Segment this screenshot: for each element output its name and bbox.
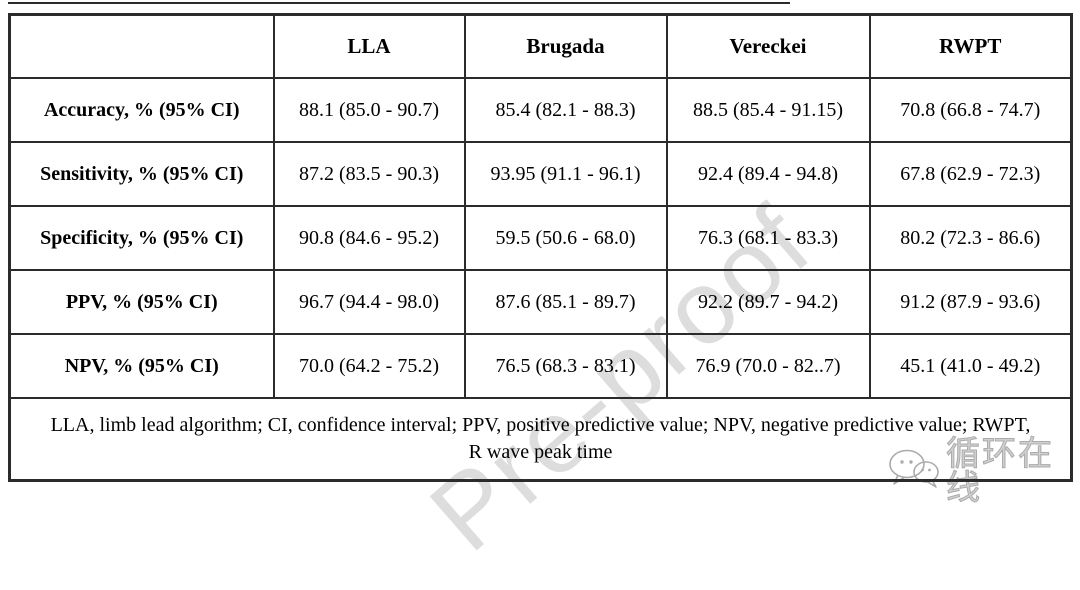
- header-vereckei: Vereckei: [665, 13, 871, 79]
- table-row-ppv: PPV, % (95% CI) 96.7 (94.4 - 98.0) 87.6 …: [8, 269, 1073, 335]
- cell-value: 76.9 (70.0 - 82..7): [665, 333, 871, 399]
- cell-value: 88.1 (85.0 - 90.7): [272, 77, 466, 143]
- cell-value: 88.5 (85.4 - 91.15): [665, 77, 871, 143]
- table-row-specificity: Specificity, % (95% CI) 90.8 (84.6 - 95.…: [8, 205, 1073, 271]
- table-row-npv: NPV, % (95% CI) 70.0 (64.2 - 75.2) 76.5 …: [8, 333, 1073, 399]
- table-row-sensitivity: Sensitivity, % (95% CI) 87.2 (83.5 - 90.…: [8, 141, 1073, 207]
- cell-value: 92.4 (89.4 - 94.8): [665, 141, 871, 207]
- cell-value: 45.1 (41.0 - 49.2): [868, 333, 1073, 399]
- header-empty-cell: [8, 13, 275, 79]
- row-label: Specificity, % (95% CI): [8, 205, 275, 271]
- cell-value: 91.2 (87.9 - 93.6): [868, 269, 1073, 335]
- row-label: NPV, % (95% CI): [8, 333, 275, 399]
- footnote-row: LLA, limb lead algorithm; CI, confidence…: [8, 397, 1073, 482]
- header-rwpt: RWPT: [868, 13, 1073, 79]
- row-label: PPV, % (95% CI): [8, 269, 275, 335]
- cell-value: 76.3 (68.1 - 83.3): [665, 205, 871, 271]
- cell-value: 93.95 (91.1 - 96.1): [463, 141, 668, 207]
- cell-value: 70.0 (64.2 - 75.2): [272, 333, 466, 399]
- cell-value: 96.7 (94.4 - 98.0): [272, 269, 466, 335]
- diagnostic-performance-table: LLA Brugada Vereckei RWPT Accuracy, % (9…: [8, 13, 1073, 482]
- table-row-accuracy: Accuracy, % (95% CI) 88.1 (85.0 - 90.7) …: [8, 77, 1073, 143]
- cell-value: 70.8 (66.8 - 74.7): [868, 77, 1073, 143]
- cell-value: 87.2 (83.5 - 90.3): [272, 141, 466, 207]
- footnote-line-1: LLA, limb lead algorithm; CI, confidence…: [50, 414, 1031, 436]
- row-label: Sensitivity, % (95% CI): [8, 141, 275, 207]
- cell-value: 59.5 (50.6 - 68.0): [463, 205, 668, 271]
- cell-value: 87.6 (85.1 - 89.7): [463, 269, 668, 335]
- page: Pre-proof 循环在线 LLA Brugada: [8, 2, 1073, 573]
- header-lla: LLA: [272, 13, 466, 79]
- table-footnote: LLA, limb lead algorithm; CI, confidence…: [8, 397, 1073, 482]
- top-divider-rule: [8, 2, 790, 4]
- row-label: Accuracy, % (95% CI): [8, 77, 275, 143]
- cell-value: 67.8 (62.9 - 72.3): [868, 141, 1073, 207]
- cell-value: 85.4 (82.1 - 88.3): [463, 77, 668, 143]
- footnote-line-2: R wave peak time: [468, 441, 613, 463]
- cell-value: 76.5 (68.3 - 83.1): [463, 333, 668, 399]
- cell-value: 90.8 (84.6 - 95.2): [272, 205, 466, 271]
- header-brugada: Brugada: [463, 13, 668, 79]
- header-row: LLA Brugada Vereckei RWPT: [8, 13, 1073, 79]
- cell-value: 80.2 (72.3 - 86.6): [868, 205, 1073, 271]
- cell-value: 92.2 (89.7 - 94.2): [665, 269, 871, 335]
